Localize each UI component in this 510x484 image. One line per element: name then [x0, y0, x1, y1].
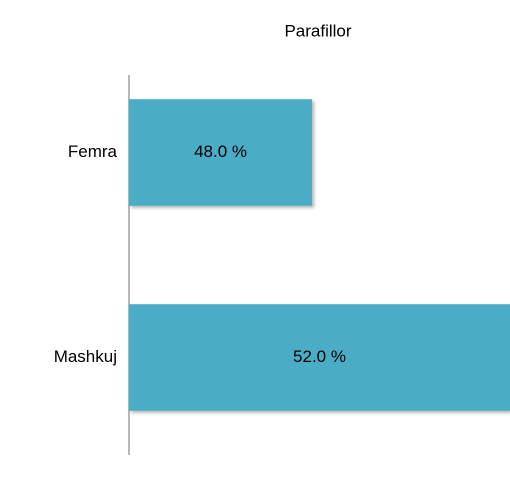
y-tick-label: Femra: [68, 142, 118, 161]
chart-title: Parafillor: [284, 21, 351, 40]
bar: [129, 99, 313, 206]
data-label: 48.0 %: [194, 142, 247, 161]
bar: [129, 304, 510, 411]
y-tick-label: Mashkuj: [54, 347, 117, 366]
data-label: 52.0 %: [293, 347, 346, 366]
